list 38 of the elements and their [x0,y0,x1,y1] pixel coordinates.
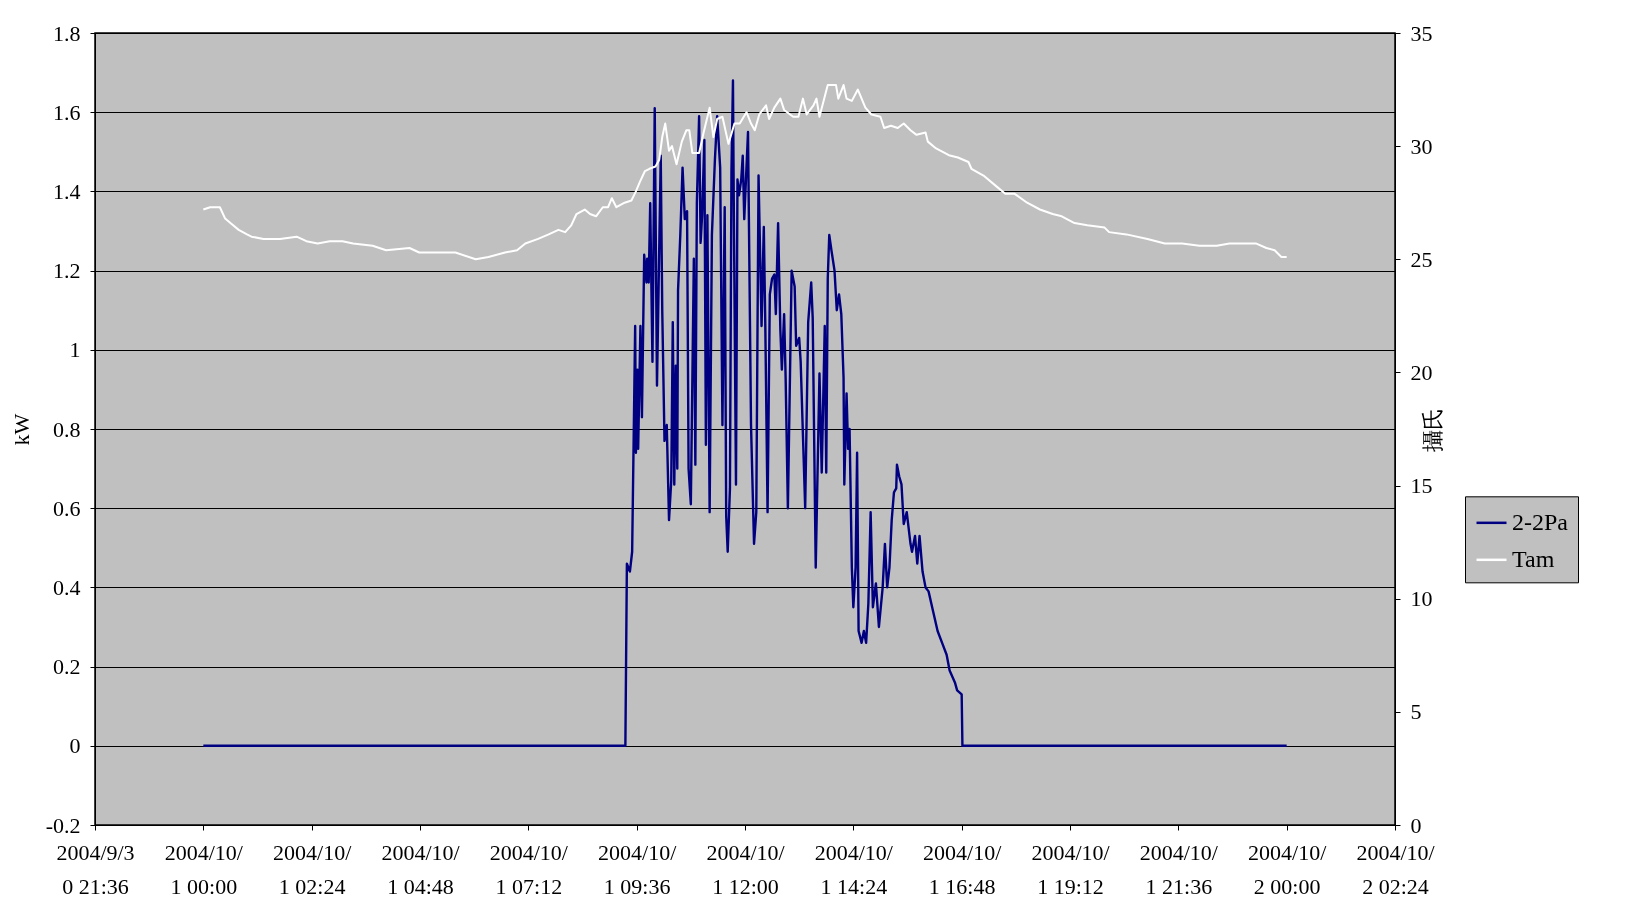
legend-label: 2-2Pa [1512,508,1569,535]
y2-tick-label: 30 [1410,133,1433,159]
y2-tick-label: 20 [1410,359,1433,385]
x-tick-label: 2004/10/2 00:00 [1248,839,1328,899]
y-tick-label: 1.4 [53,178,81,204]
y-tick-label: 1.8 [53,20,81,46]
y2-axis-title: 攝氏 [1419,407,1445,452]
x-tick-label: 2004/10/1 19:12 [1031,839,1111,899]
y2-tick-label: 10 [1410,586,1433,612]
x-tick-label: 2004/10/1 00:00 [164,839,244,899]
y2-tick-label: 25 [1410,246,1433,272]
x-tick-label: 2004/10/1 07:12 [489,839,569,899]
x-tick-label: 2004/10/1 14:24 [814,839,894,899]
line-series [202,84,1288,261]
x-tick-label: 2004/10/1 21:36 [1139,839,1219,899]
y2-tick-label: 15 [1410,473,1433,499]
x-tick-label: 2004/10/1 02:24 [273,839,353,899]
y-tick-label: 1.6 [53,99,81,125]
y-tick-label: 0 [69,733,81,759]
y2-tick-label: 0 [1410,812,1422,838]
y2-tick-label: 35 [1410,20,1433,46]
y-tick-label: 1.2 [53,258,81,284]
x-tick-label: 2004/10/1 04:48 [381,839,461,899]
x-tick-label: 2004/10/1 12:00 [706,839,786,899]
y2-tick-label: 5 [1410,699,1422,725]
y-tick-label: 0.6 [53,495,81,521]
y-tick-label: 0.4 [53,574,81,600]
y-tick-label: 0.8 [53,416,81,442]
y-tick-label: 1 [69,337,81,363]
legend-label: Tam [1512,545,1555,572]
line-series [202,79,1288,747]
y-tick-label: -0.2 [45,812,81,838]
x-tick-label: 2004/10/1 09:36 [598,839,678,899]
y-axis-title: kW [8,413,34,446]
x-tick-label: 2004/10/1 16:48 [923,839,1003,899]
x-tick-label: 2004/9/30 21:36 [56,839,135,899]
x-tick-label: 2004/10/2 02:24 [1356,839,1436,899]
y-tick-label: 0.2 [53,654,81,680]
